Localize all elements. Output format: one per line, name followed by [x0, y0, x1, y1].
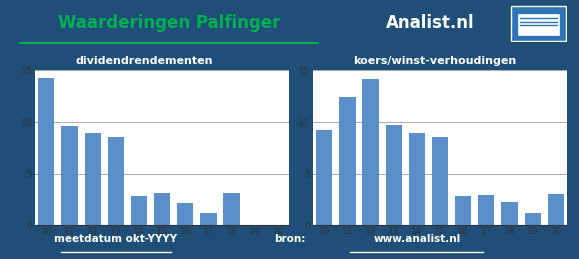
Bar: [85, 133, 101, 225]
Bar: [432, 136, 448, 225]
Text: bron:: bron:: [274, 234, 305, 244]
Bar: [108, 136, 124, 225]
Text: dividendrendementen: dividendrendementen: [76, 56, 214, 67]
Bar: [200, 213, 217, 225]
Bar: [316, 130, 332, 225]
Bar: [223, 193, 240, 225]
Bar: [154, 193, 170, 225]
Bar: [525, 213, 541, 225]
Text: Analist.nl: Analist.nl: [386, 15, 474, 32]
Bar: [38, 78, 54, 225]
FancyBboxPatch shape: [511, 6, 566, 41]
Bar: [177, 203, 193, 225]
Bar: [548, 194, 564, 225]
Bar: [409, 133, 425, 225]
Bar: [339, 97, 356, 225]
Text: meetdatum okt-YYYY: meetdatum okt-YYYY: [54, 234, 177, 244]
Bar: [478, 195, 494, 225]
Text: www.analist.nl: www.analist.nl: [373, 234, 460, 244]
Bar: [501, 202, 518, 225]
Bar: [386, 125, 402, 225]
Bar: [61, 126, 78, 225]
Text: koers/winst-verhoudingen: koers/winst-verhoudingen: [353, 56, 516, 67]
Bar: [131, 196, 147, 225]
Bar: [455, 196, 471, 225]
FancyBboxPatch shape: [518, 14, 559, 35]
Bar: [362, 79, 379, 225]
Text: Waarderingen Palfinger: Waarderingen Palfinger: [58, 15, 281, 32]
